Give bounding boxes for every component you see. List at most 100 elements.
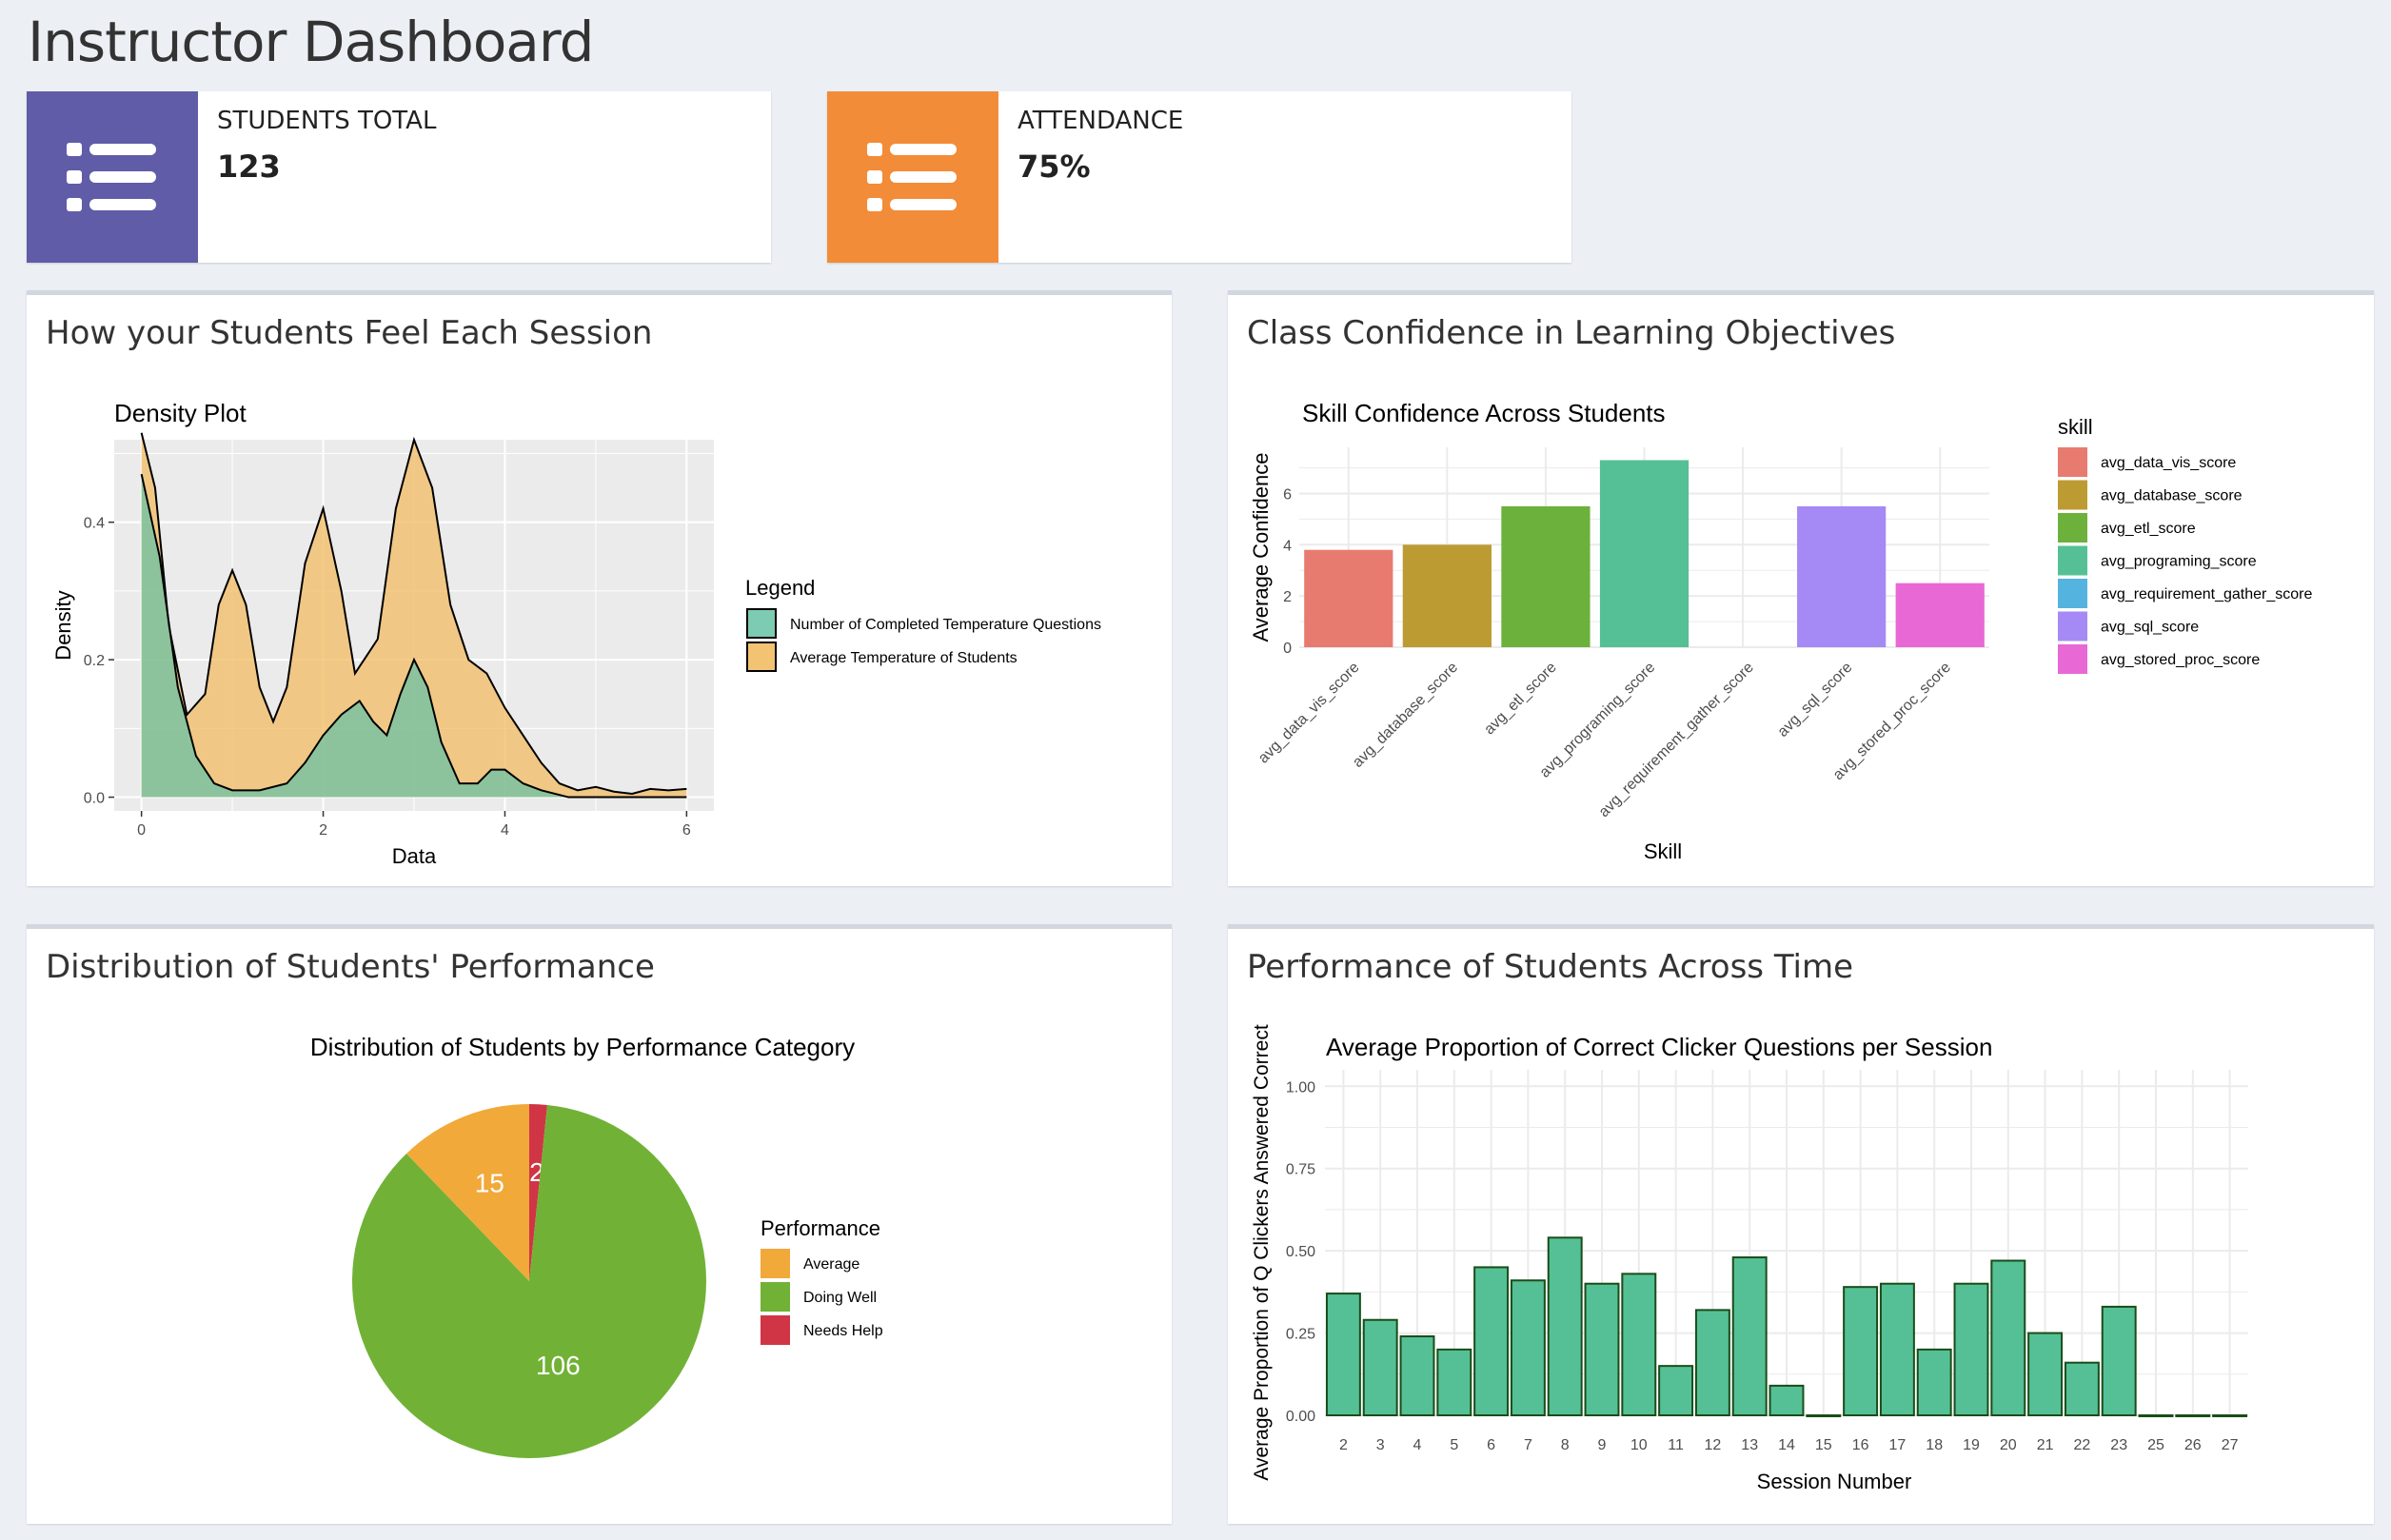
session-x-tick-label: 4 (1413, 1437, 1422, 1453)
session-bar (2027, 1332, 2064, 1417)
session-x-tick-label: 25 (2147, 1437, 2164, 1453)
density-legend-swatch (746, 642, 777, 672)
session-x-tick-label: 27 (2222, 1437, 2239, 1453)
distribution-panel: Distribution of Students' Performance Di… (27, 924, 1172, 1524)
students-total-label: STUDENTS TOTAL (217, 107, 437, 135)
page-title: Instructor Dashboard (28, 10, 594, 74)
skill-bar (1895, 582, 1985, 647)
density-x-tick-label: 0 (137, 822, 146, 839)
session-x-tick-label: 6 (1487, 1437, 1495, 1453)
skill-bar (1599, 460, 1690, 647)
session-x-tick-label: 14 (1778, 1437, 1795, 1453)
session-bar (1843, 1286, 1879, 1416)
skill-x-tick-label: avg_database_score (1350, 660, 1461, 771)
session-bar (1879, 1282, 1915, 1417)
skill-legend-swatch (2058, 480, 2087, 510)
session-bar (1510, 1279, 1546, 1416)
session-x-tick-label: 5 (1450, 1437, 1458, 1453)
session-x-tick-label: 10 (1630, 1437, 1648, 1453)
attendance-value: 75% (1018, 148, 1091, 185)
skill-legend-label: avg_requirement_gather_score (2101, 586, 2312, 602)
skill-legend-label: avg_programing_score (2101, 554, 2257, 570)
session-bar (1436, 1348, 1472, 1417)
session-bar (1362, 1318, 1398, 1416)
session-x-tick-label: 9 (1598, 1437, 1607, 1453)
feel-panel: How your Students Feel Each Session Dens… (27, 290, 1172, 886)
density-y-tick-label: 0.0 (84, 791, 105, 807)
density-y-tick-label: 0.2 (84, 653, 105, 669)
density-legend-label: Number of Completed Temperature Question… (790, 617, 1101, 633)
density-x-label: Data (392, 844, 437, 868)
skill-legend-swatch (2058, 611, 2087, 642)
skill-y-tick-label: 2 (1283, 589, 1292, 605)
skill-legend-swatch (2058, 447, 2087, 477)
density-title: Density Plot (114, 399, 247, 427)
session-bar (1953, 1282, 1989, 1417)
skill-y-label: Average Confidence (1249, 453, 1273, 642)
session-bar (1584, 1282, 1620, 1417)
session-bar (1990, 1259, 2026, 1416)
session-y-tick-label: 0.50 (1286, 1244, 1315, 1260)
session-bar (2138, 1414, 2174, 1417)
skill-legend-label: avg_etl_score (2101, 521, 2196, 537)
session-x-tick-label: 7 (1524, 1437, 1532, 1453)
session-bar (1731, 1256, 1768, 1416)
skill-bar (1304, 549, 1393, 647)
skill-y-tick-label: 0 (1283, 641, 1292, 657)
skill-y-tick-label: 6 (1283, 486, 1292, 503)
session-x-tick-label: 22 (2074, 1437, 2091, 1453)
session-x-tick-label: 15 (1815, 1437, 1832, 1453)
skill-x-tick-label: avg_requirement_gather_score (1596, 660, 1757, 820)
skill-legend-label: avg_database_score (2101, 488, 2243, 504)
session-bar (1694, 1309, 1730, 1416)
session-y-tick-label: 0.75 (1286, 1162, 1315, 1178)
pie-slice (406, 1104, 529, 1281)
skill-bar (1402, 544, 1492, 647)
attendance-icon-container (827, 91, 998, 263)
skill-x-tick-label: avg_data_vis_score (1255, 660, 1363, 767)
session-x-tick-label: 8 (1561, 1437, 1570, 1453)
skill-legend-swatch (2058, 644, 2087, 674)
attendance-box: ATTENDANCE 75% (827, 91, 1571, 263)
session-x-tick-label: 13 (1741, 1437, 1758, 1453)
session-x-tick-label: 19 (1963, 1437, 1980, 1453)
density-chart: Density Plot 0 2 4 6 0.0 0.2 0.4 Data Density Lege… (51, 399, 1101, 868)
skill-legend-swatch (2058, 545, 2087, 576)
skill-legend-label: avg_sql_score (2101, 620, 2199, 636)
pie-slice (529, 1104, 547, 1281)
density-x-tick-label: 2 (319, 822, 327, 839)
session-x-tick-label: 2 (1339, 1437, 1348, 1453)
session-bar (1399, 1335, 1435, 1416)
session-bar (2212, 1414, 2248, 1417)
session-x-tick-label: 16 (1852, 1437, 1869, 1453)
skill-x-label: Skill (1644, 839, 1682, 863)
pie-legend-label: Doing Well (803, 1290, 877, 1306)
session-bar (1547, 1236, 1583, 1417)
attendance-label: ATTENDANCE (1018, 107, 1184, 135)
density-line (140, 432, 687, 795)
session-y-tick-label: 0.00 (1286, 1409, 1315, 1425)
density-legend-title: Legend (745, 576, 815, 600)
time-panel-title: Performance of Students Across Time (1247, 948, 1854, 986)
skill-title: Skill Confidence Across Students (1302, 399, 1666, 427)
density-y-tick-label: 0.4 (84, 516, 105, 532)
density-x-tick-label: 4 (501, 822, 509, 839)
students-icon-container (27, 91, 198, 263)
density-legend-swatch (746, 608, 777, 639)
session-x-tick-label: 26 (2184, 1437, 2202, 1453)
time-panel: Performance of Students Across Time Aver… (1228, 924, 2374, 1524)
density-line (140, 473, 687, 799)
session-x-tick-label: 18 (1926, 1437, 1943, 1453)
session-x-tick-label: 3 (1376, 1437, 1385, 1453)
session-bar (1473, 1266, 1510, 1416)
feel-panel-title: How your Students Feel Each Session (46, 314, 653, 352)
density-x-tick-label: 6 (682, 822, 691, 839)
students-total-box: STUDENTS TOTAL 123 (27, 91, 771, 263)
pie-legend-swatch (761, 1249, 790, 1278)
session-y-tick-label: 1.00 (1286, 1079, 1315, 1096)
pie-slice-label: 106 (536, 1351, 581, 1380)
students-total-value: 123 (217, 148, 281, 185)
distribution-panel-title: Distribution of Students' Performance (46, 948, 655, 986)
skill-legend-title: skill (2058, 415, 2093, 439)
skill-legend-swatch (2058, 513, 2087, 543)
